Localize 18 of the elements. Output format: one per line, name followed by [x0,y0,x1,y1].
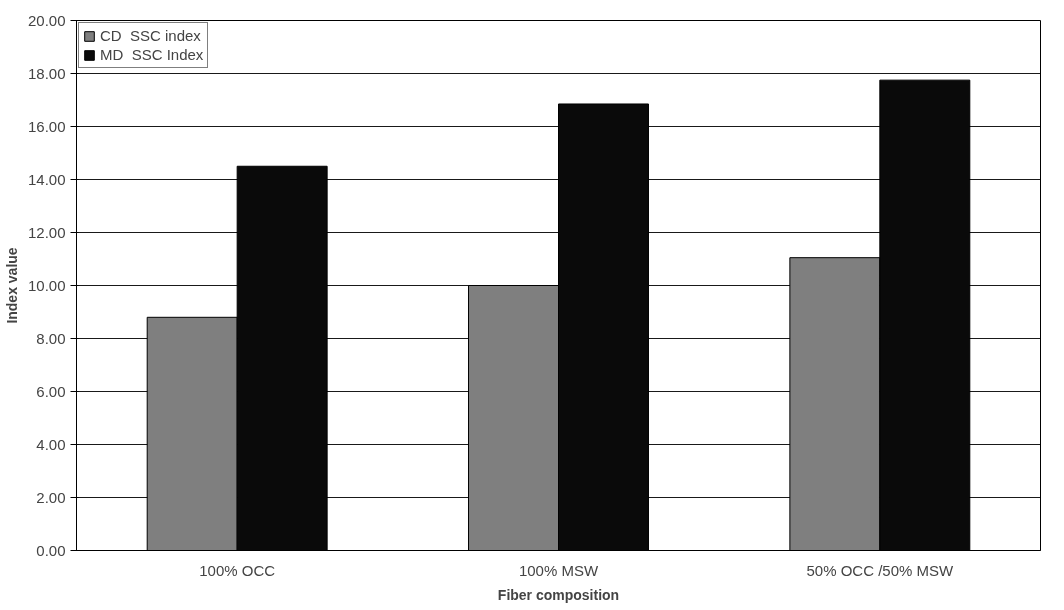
y-tick-label: 10.00 [27,276,66,294]
y-tick-label: 4.00 [36,435,66,453]
x-tick-label: 100% MSW [518,561,599,579]
y-tick-label: 6.00 [36,382,66,400]
y-tick-label: 18.00 [27,64,66,82]
x-axis-title: Fiber composition [497,586,620,603]
x-tick-label: 100% OCC [199,561,276,579]
y-tick-label: 8.00 [36,329,66,347]
y-tick-label: 0.00 [36,541,66,559]
y-tick-label: 2.00 [36,488,66,506]
y-tick-label: 16.00 [27,117,66,135]
x-tick-label: 50% OCC /50% MSW [806,561,955,579]
legend-label: MD SSC Index [100,46,204,63]
y-tick-label: 12.00 [27,223,66,241]
y-tick-label: 14.00 [27,170,66,188]
y-axis-title: Index value [3,247,20,324]
legend-label: CD SSC index [100,27,201,44]
y-tick-label: 20.00 [27,11,66,29]
